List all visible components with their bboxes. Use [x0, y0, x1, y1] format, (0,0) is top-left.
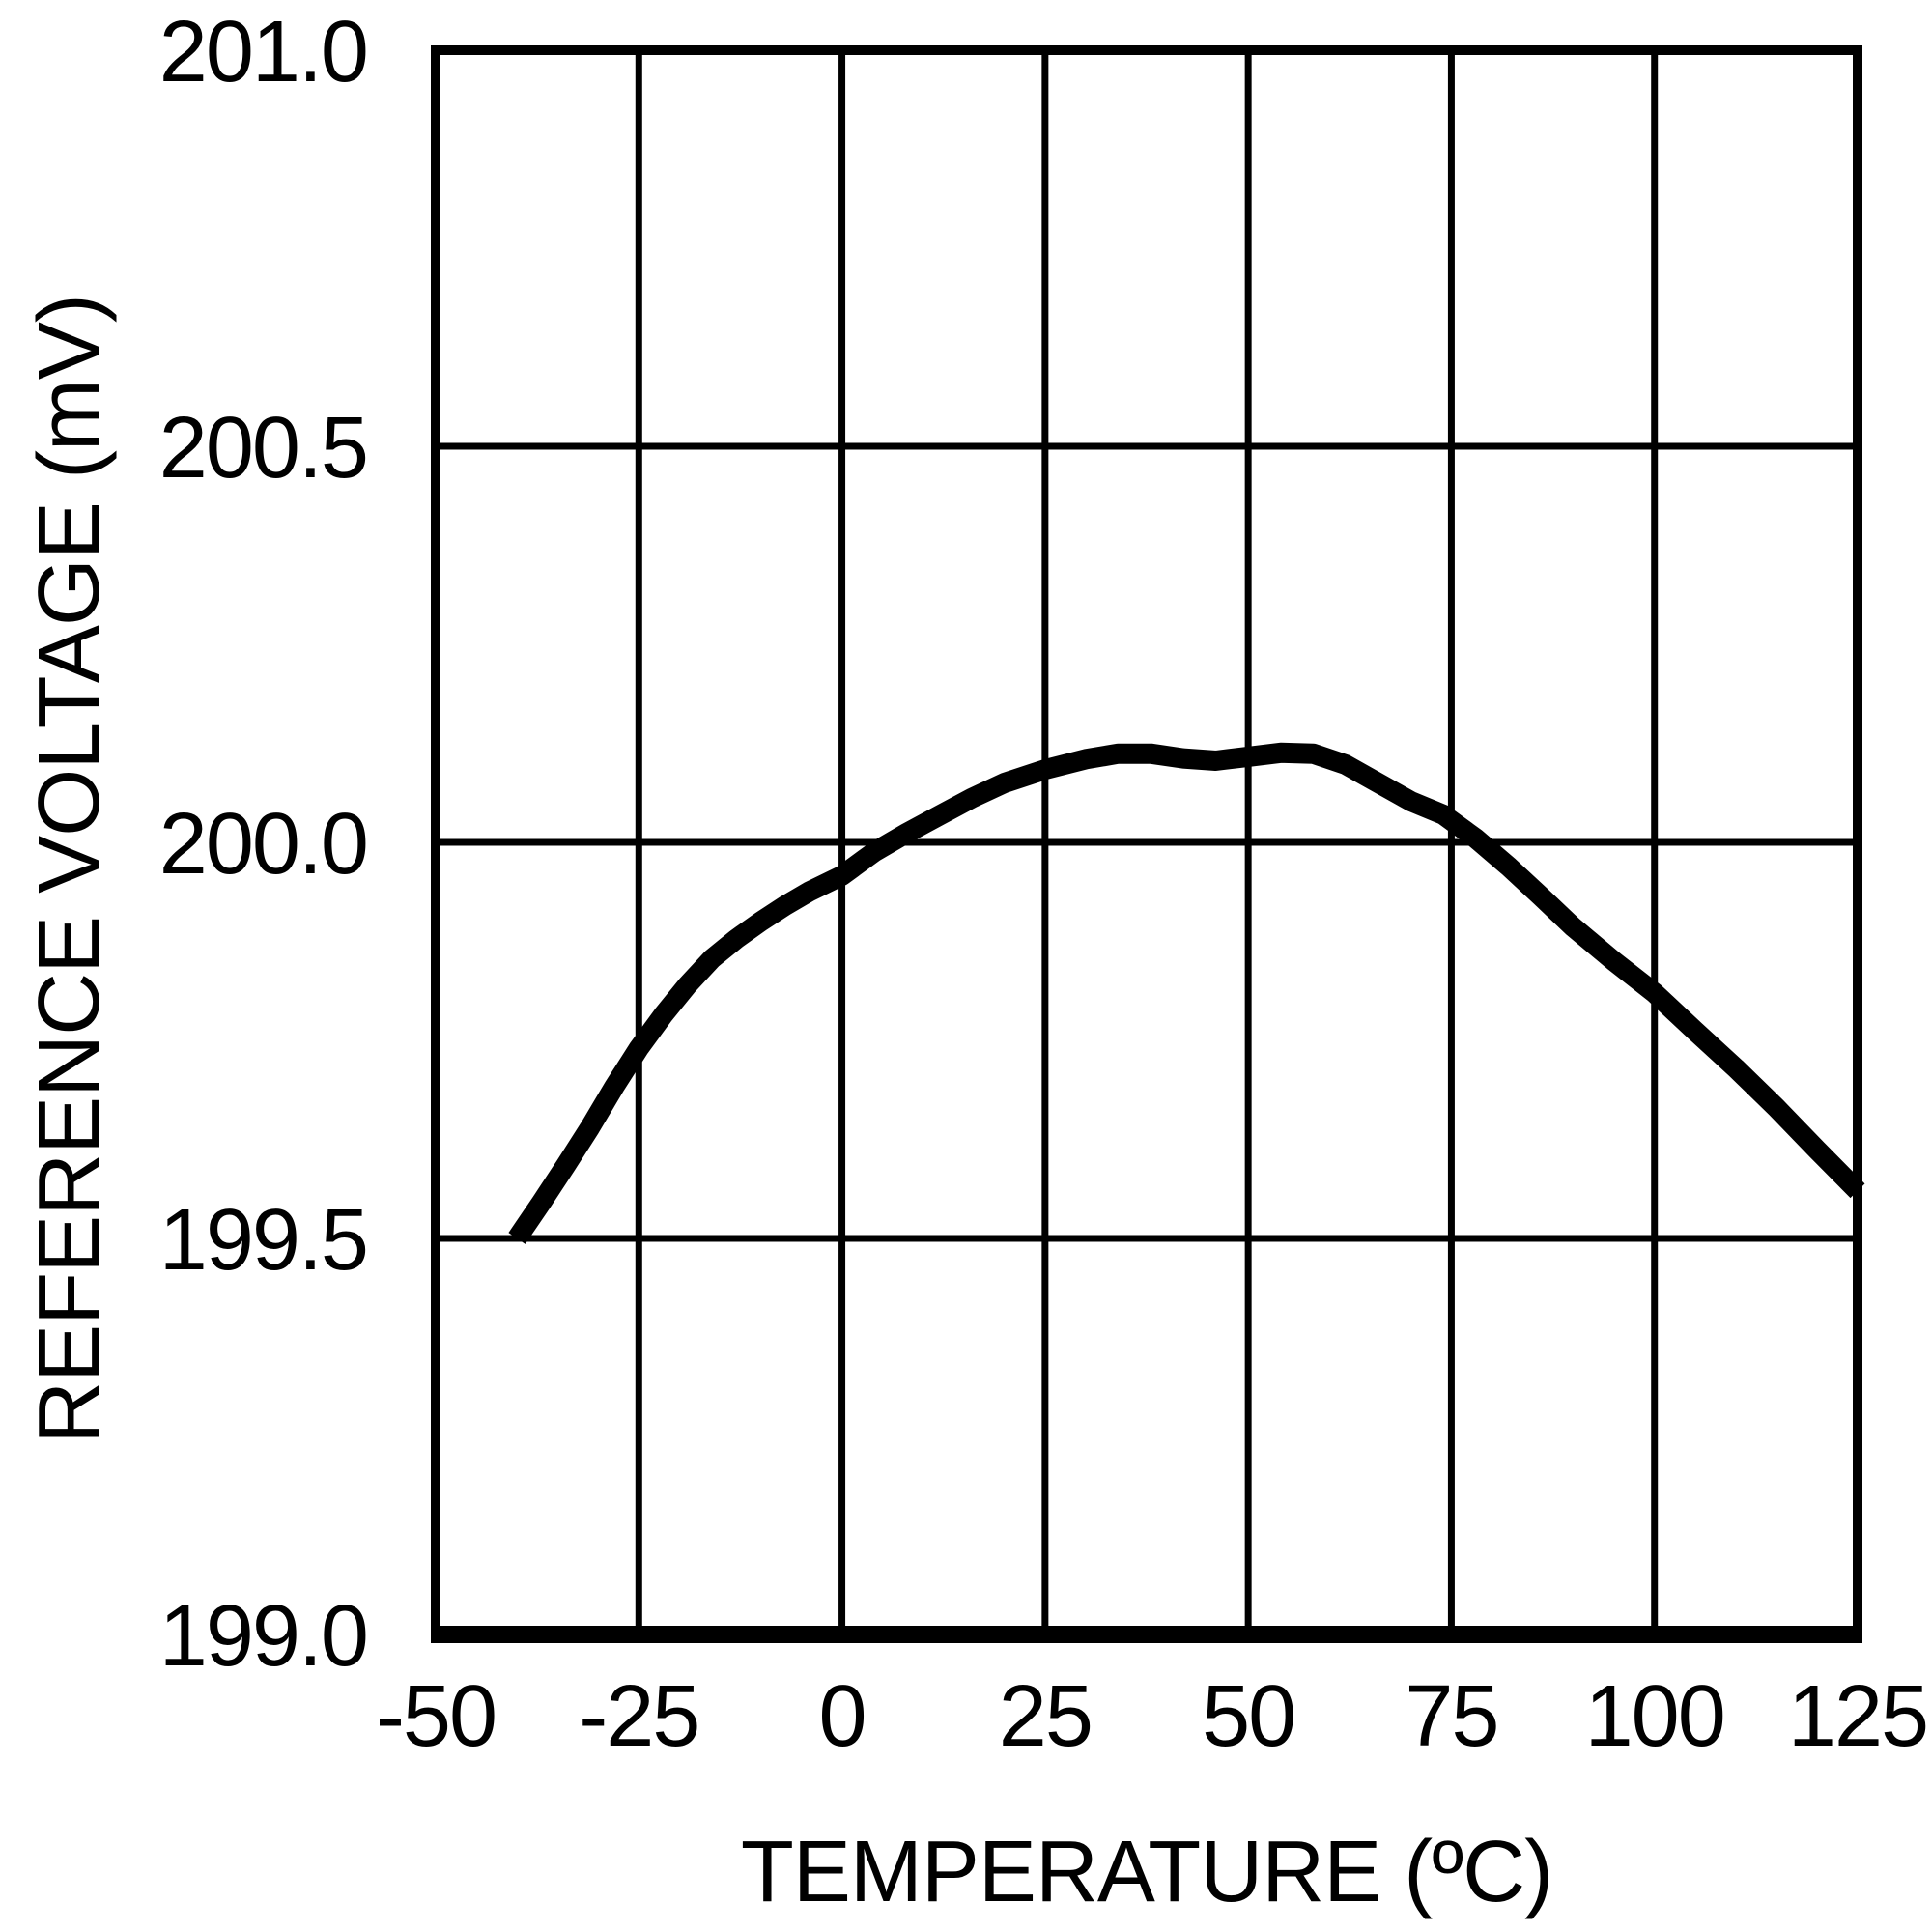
data-curve-reference-voltage-vs-temperature — [508, 742, 1865, 1244]
x-tick-label: 75 — [1405, 1668, 1499, 1765]
y-tick-label: 201.0 — [158, 4, 369, 100]
x-tick-label: -25 — [579, 1668, 700, 1765]
x-tick-label: 25 — [998, 1668, 1094, 1765]
x-axis-title: TEMPERATURE (ºC) — [740, 1824, 1553, 1920]
y-tick-label: 199.5 — [158, 1192, 369, 1289]
x-tick-label: 0 — [818, 1668, 867, 1765]
x-tick-label: -50 — [375, 1668, 497, 1765]
y-tick-label: 200.0 — [158, 796, 369, 893]
x-tick-label: 50 — [1202, 1668, 1296, 1765]
y-tick-label: 199.0 — [158, 1588, 369, 1685]
y-tick-label: 200.5 — [158, 400, 369, 497]
x-tick-label: 100 — [1584, 1668, 1726, 1765]
x-tick-label: 125 — [1787, 1668, 1929, 1765]
